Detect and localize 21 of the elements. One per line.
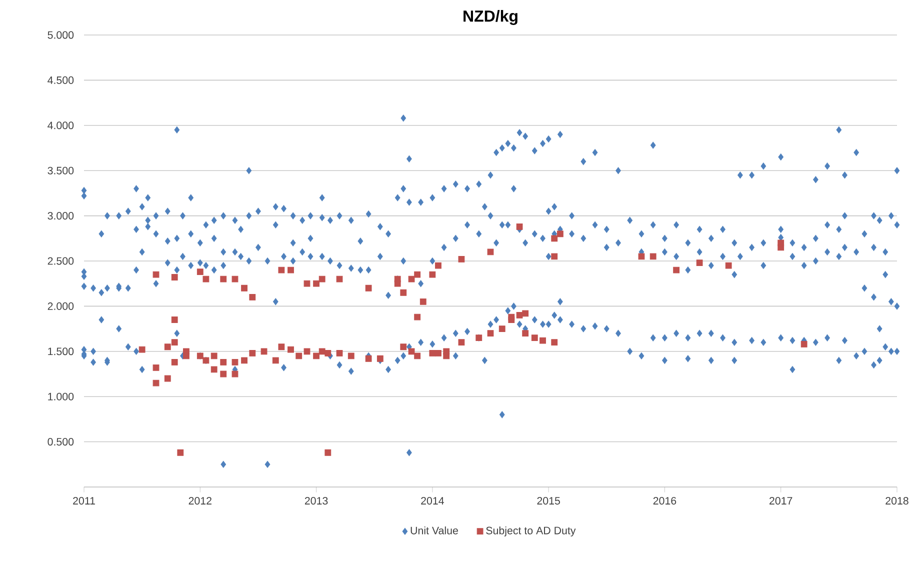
x-tick-label: 2016 [653, 497, 676, 505]
y-tick-label: 1.500 [48, 348, 74, 356]
x-tick-label: 2015 [537, 497, 560, 505]
y-tick-label: 4.000 [48, 122, 74, 130]
y-tick-label: 2.000 [48, 302, 74, 310]
x-tick-label: 2011 [73, 497, 95, 505]
x-tick-label: 2014 [421, 497, 444, 505]
y-tick-label: 5.000 [48, 31, 74, 39]
y-tick-label: 2.500 [48, 257, 74, 265]
y-tick-label: 3.000 [48, 212, 74, 220]
chart-title: NZD/kg [464, 10, 518, 25]
x-tick-label: 2012 [188, 497, 212, 505]
y-tick-label: 4.500 [48, 76, 74, 84]
x-tick-label: 2017 [770, 497, 792, 505]
x-tick-label: 2018 [886, 497, 908, 505]
y-tick-label: 1.000 [48, 392, 74, 400]
y-tick-label: 0.500 [48, 438, 74, 446]
y-tick-label: 3.500 [48, 166, 74, 174]
x-tick-label: 2013 [304, 497, 328, 505]
legend-label: Unit Value [410, 526, 458, 534]
legend-label: Subject to AD Duty [486, 526, 576, 536]
